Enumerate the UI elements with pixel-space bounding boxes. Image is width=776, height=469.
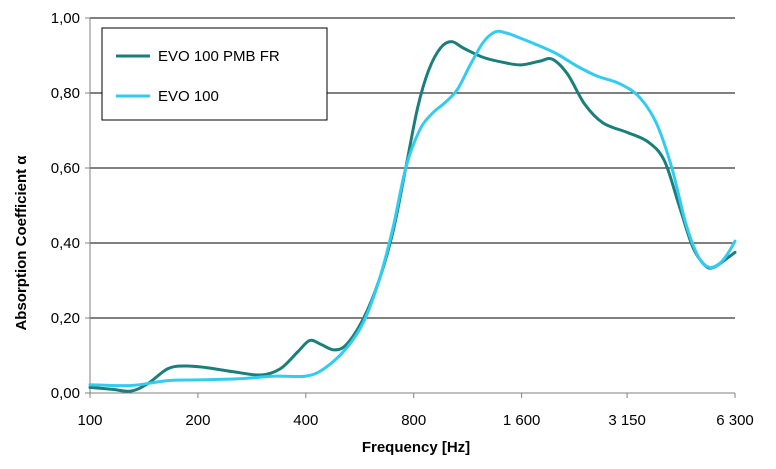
legend-label-evo-100: EVO 100 [158, 88, 219, 105]
y-tick-label: 0,00 [51, 385, 80, 402]
x-tick-label: 800 [401, 412, 426, 429]
y-tick-label: 1,00 [51, 10, 80, 27]
legend-box [101, 27, 328, 121]
x-tick-label: 100 [77, 412, 102, 429]
series-lines [88, 29, 737, 393]
x-tick-label: 400 [293, 412, 318, 429]
y-tick-label: 0,20 [51, 310, 80, 327]
series-line-evo-100 [88, 29, 737, 388]
y-tick-label: 0,80 [51, 85, 80, 102]
y-tick-labels: 0,00 0,20 0,40 0,60 0,80 1,00 [51, 10, 90, 402]
x-tick-label: 1 600 [503, 412, 541, 429]
legend: EVO 100 PMB FR EVO 100 [101, 27, 328, 121]
y-axis-title: Absorption Coefficient α [13, 155, 30, 331]
x-tick-label: 6 300 [716, 412, 754, 429]
series-line-evo-100-pmb-fr [88, 40, 737, 393]
x-tick-labels: 100 200 400 800 1 600 3 150 6 300 [77, 393, 754, 429]
y-tick-label: 0,40 [51, 235, 80, 252]
legend-label-evo-100-pmb-fr: EVO 100 PMB FR [158, 48, 280, 65]
x-tick-label: 3 150 [608, 412, 646, 429]
y-tick-label: 0,60 [51, 160, 80, 177]
x-tick-label: 200 [185, 412, 210, 429]
x-axis-title: Frequency [Hz] [362, 439, 470, 456]
